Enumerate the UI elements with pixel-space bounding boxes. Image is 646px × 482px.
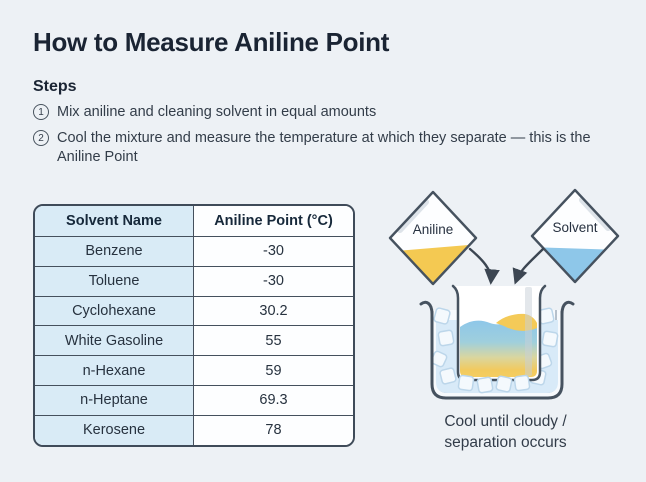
cell-point: -30 <box>193 236 353 267</box>
aniline-flask-highlight <box>397 199 429 233</box>
beaker <box>451 284 547 382</box>
solvent-flask-label: Solvent <box>552 220 597 235</box>
aniline-flask-label: Aniline <box>413 222 454 237</box>
step-item-1: 1 Mix aniline and cleaning solvent in eq… <box>33 103 376 122</box>
bath-outline <box>430 310 564 400</box>
solvent-flask-highlight <box>579 197 611 231</box>
beaker-glass-streak <box>525 287 532 376</box>
step-number-2-icon: 2 <box>33 130 49 146</box>
solvent-table: Solvent Name Aniline Point (°C) Benzene … <box>33 204 355 447</box>
cell-solvent: White Gasoline <box>35 325 194 357</box>
cell-point: 30.2 <box>193 295 353 327</box>
ice-cube-icon <box>433 307 451 325</box>
table-row: Kerosene 78 <box>35 414 353 445</box>
column-header-aniline-point: Aniline Point (°C) <box>193 205 353 237</box>
ice-cubes-front <box>457 374 531 394</box>
table-row: Benzene -30 <box>35 236 353 267</box>
step-text-1: Mix aniline and cleaning solvent in equa… <box>57 104 377 120</box>
solvent-flask-outline <box>530 188 620 284</box>
cell-solvent: n-Heptane <box>35 384 194 416</box>
cell-point: 59 <box>193 355 353 386</box>
cell-solvent: Toluene <box>35 265 194 297</box>
ice-cube-icon <box>457 374 475 392</box>
ice-cube-icon <box>439 367 457 385</box>
pour-arrow-right-icon <box>512 247 545 285</box>
table-row: Cyclohexane 30.2 <box>35 295 353 327</box>
caption-line-1: Cool until cloudy / <box>444 413 567 430</box>
cell-point: -30 <box>193 265 353 297</box>
table-row: n-Hexane 59 <box>35 355 353 386</box>
table-row: White Gasoline 55 <box>35 325 353 357</box>
pour-arrow-left-icon <box>468 247 500 285</box>
caption-line-2: separation occurs <box>444 434 567 452</box>
mixing-illustration: Aniline Solvent <box>388 188 620 400</box>
ice-cube-icon <box>476 376 494 394</box>
steps-heading: Steps <box>33 78 77 95</box>
ice-cube-icon <box>541 330 559 348</box>
ice-cube-icon <box>513 374 531 392</box>
bath-rim-curl-right <box>560 300 575 316</box>
page-title: How to Measure Aniline Point <box>33 27 390 57</box>
illustration-caption: Cool until cloudy / separation occurs <box>383 411 628 454</box>
ice-cube-icon <box>437 329 455 347</box>
aniline-flask: Aniline <box>388 190 478 286</box>
table-row: n-Heptane 69.3 <box>35 384 353 416</box>
column-header-solvent-name: Solvent Name <box>35 205 194 237</box>
cell-point: 55 <box>193 325 353 357</box>
table-header-row: Solvent Name Aniline Point (°C) <box>35 205 353 237</box>
cell-point: 78 <box>193 414 353 445</box>
bath-rim-curl-left <box>419 300 434 316</box>
cell-point: 69.3 <box>193 384 353 416</box>
table-row: Toluene -30 <box>35 265 353 297</box>
step-number-1-icon: 1 <box>33 104 49 120</box>
cell-solvent: Kerosene <box>35 414 194 445</box>
beaker-mixture <box>460 318 537 377</box>
solvent-flask: Solvent <box>530 188 620 284</box>
cell-solvent: Benzene <box>35 236 194 267</box>
cell-solvent: n-Hexane <box>35 355 194 386</box>
cell-solvent: Cyclohexane <box>35 295 194 327</box>
step-item-2: 2 Cool the mixture and measure the tempe… <box>33 129 605 167</box>
ice-cube-icon <box>495 375 513 393</box>
step-text-2: Cool the mixture and measure the tempera… <box>57 130 591 166</box>
aniline-flask-outline <box>388 190 478 286</box>
